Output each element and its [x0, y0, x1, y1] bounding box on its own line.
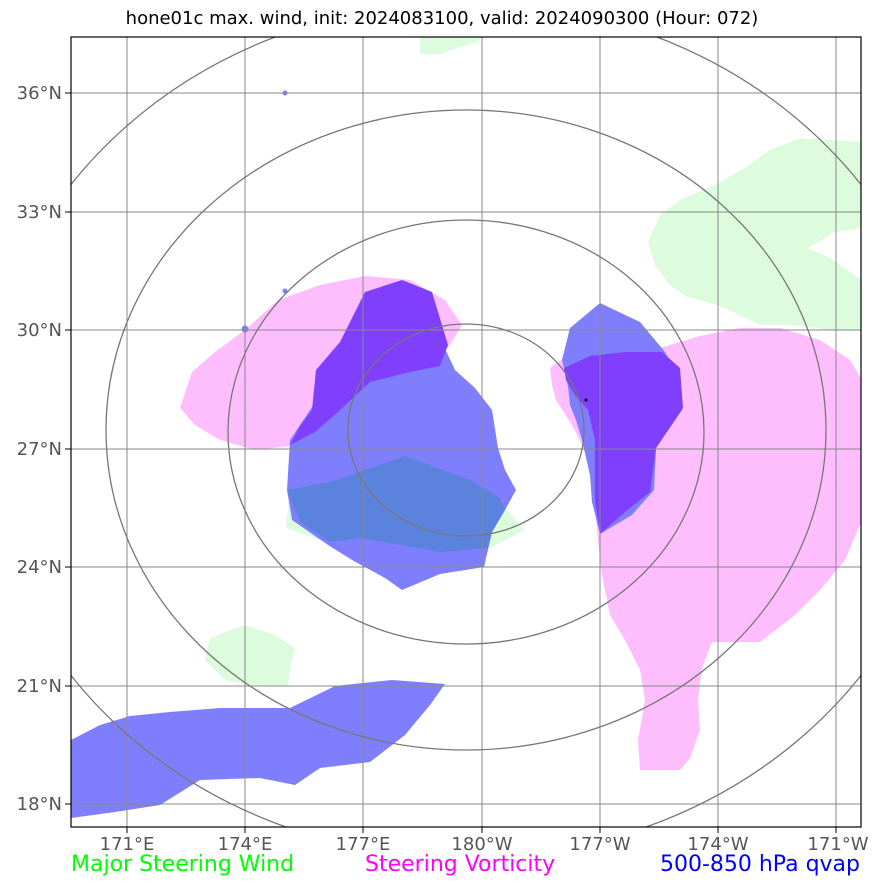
- lat-tick-label: 24°N: [17, 557, 62, 578]
- lat-tick-label: 18°N: [17, 794, 62, 815]
- lon-tick-label: 177°E: [336, 834, 391, 855]
- axis-ticks: [65, 92, 837, 833]
- lon-tick-label: 171°E: [100, 834, 155, 855]
- lat-tick-label: 33°N: [17, 202, 62, 223]
- range-ring-3: [105, 109, 827, 751]
- lon-tick-label: 171°W: [807, 834, 868, 855]
- qvap-area-southwest: [71, 680, 445, 818]
- lat-tick-label: 30°N: [17, 320, 62, 341]
- lon-tick-label: 177°W: [569, 834, 630, 855]
- lat-tick-label: 21°N: [17, 676, 62, 697]
- lat-tick-label: 36°N: [17, 83, 62, 104]
- legend-qvap: 500-850 hPa qvap: [659, 852, 860, 877]
- wind-area-west: [205, 625, 295, 686]
- range-ring-1: [347, 323, 585, 537]
- qvap-vorticity-overlap: [290, 280, 683, 534]
- gridlines: [71, 37, 861, 827]
- lat-tick-label: 27°N: [17, 439, 62, 460]
- lon-tick-label: 180°W: [451, 834, 512, 855]
- lon-tick-label: 174°E: [218, 834, 273, 855]
- legend-steering-vorticity: Steering Vorticity: [365, 852, 556, 877]
- map-title: hone01c max. wind, init: 2024083100, val…: [125, 8, 759, 29]
- range-ring-2: [227, 219, 705, 645]
- lat-tick-labels: 36°N 33°N 30°N 27°N 24°N 21°N 18°N: [17, 83, 62, 815]
- range-rings: [71, 37, 861, 827]
- map-frame: [70, 36, 862, 828]
- legend-steering-wind: Major Steering Wind: [71, 852, 295, 877]
- wind-area-north: [420, 37, 482, 54]
- steering-vorticity-areas: [180, 276, 861, 770]
- wind-area-east: [648, 138, 861, 330]
- qvap-wind-overlap: [287, 456, 505, 552]
- lon-tick-label: 174°W: [687, 834, 748, 855]
- storm-center-marker: [584, 398, 588, 402]
- lon-tick-labels: 171°E 174°E 177°E 180°W 177°W 174°W 171°…: [100, 834, 869, 855]
